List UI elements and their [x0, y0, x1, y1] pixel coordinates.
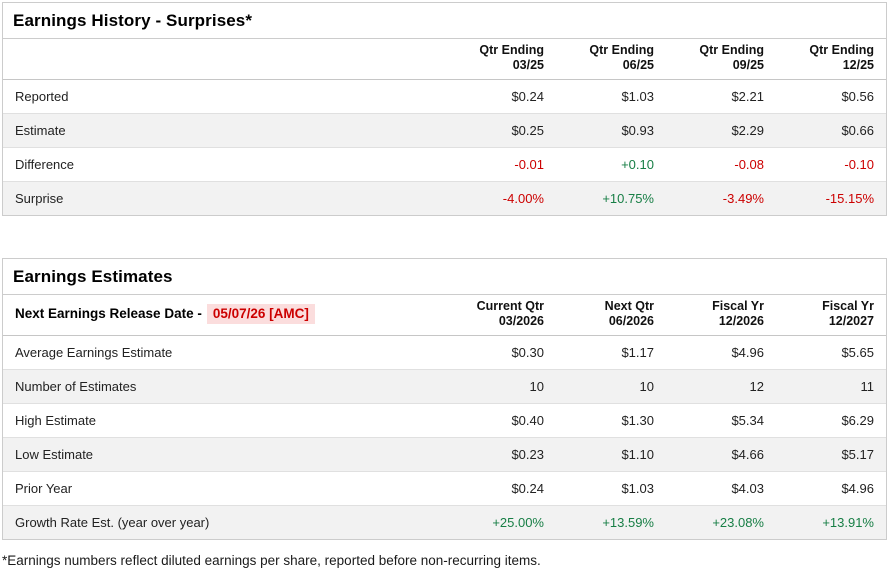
cell-value: $4.03 — [666, 471, 776, 506]
earnings-estimates-title: Earnings Estimates — [3, 259, 886, 295]
cell-value: +0.10 — [556, 147, 666, 182]
cell-value: $4.96 — [776, 471, 886, 506]
cell-value: -0.10 — [776, 147, 886, 182]
column-header-line1: Current Qtr — [476, 299, 544, 313]
cell-value: $1.03 — [556, 79, 666, 114]
earnings-footnote: *Earnings numbers reflect diluted earnin… — [2, 553, 541, 568]
table-row: Low Estimate $0.23 $1.10 $4.66 $5.17 — [3, 437, 886, 472]
column-header-line2: 12/25 — [842, 58, 874, 73]
estimates_table-body: Average Earnings Estimate $0.30 $1.17 $4.96… — [3, 335, 886, 539]
cell-value: +10.75% — [602, 190, 654, 206]
table-row: Number of Estimates 10 10 12 11 — [3, 369, 886, 404]
row-label: Low Estimate — [3, 437, 446, 472]
row-label: Reported — [3, 79, 446, 114]
cell-value: 11 — [776, 369, 886, 404]
earnings-history-title: Earnings History - Surprises* — [3, 3, 886, 39]
table-row: High Estimate $0.40 $1.30 $5.34 $6.29 — [3, 403, 886, 438]
row-label: Prior Year — [3, 471, 446, 506]
column-header-line2: 03/2026 — [498, 314, 544, 329]
cell-value: $5.17 — [776, 437, 886, 472]
column-header-line1: Qtr Ending — [699, 43, 764, 57]
cell-value: $4.66 — [666, 437, 776, 472]
row-label: Difference — [3, 147, 446, 182]
row-label: Average Earnings Estimate — [3, 335, 446, 370]
surprises_table-header-row-el: Qtr Ending 03/25 Qtr Ending 06/25 Qtr Ending… — [3, 39, 886, 80]
column-header-line1: Fiscal Yr — [822, 299, 874, 313]
column-header-line2: 03/25 — [512, 58, 544, 73]
cell-value: $0.25 — [446, 113, 556, 148]
estimates-table: Next Earnings Release Date -05/07/26 [AM… — [3, 295, 886, 539]
earnings-estimates-panel: Earnings Estimates Next Earnings Release… — [2, 258, 887, 540]
column-header: Next Qtr 06/2026 — [556, 295, 666, 336]
column-header: Fiscal Yr 12/2026 — [666, 295, 776, 336]
empty-header-cell — [3, 39, 446, 80]
row-label: Surprise — [15, 190, 64, 206]
table-row: Difference -0.01 +0.10 -0.08 -0.10 — [3, 147, 886, 182]
column-header: Fiscal Yr 12/2027 — [776, 295, 886, 336]
row-label: High Estimate — [3, 403, 446, 438]
cell-value: $0.30 — [446, 335, 556, 370]
cell-value: +13.91% — [822, 514, 874, 530]
cell-value: -3.49% — [722, 190, 764, 206]
cell-value: $5.34 — [666, 403, 776, 438]
cell-value: +13.59% — [602, 514, 654, 530]
table-row: Surprise -4.00% +10.75% -3.49% -15.15% — [3, 181, 886, 215]
cell-value: $0.93 — [556, 113, 666, 148]
cell-value: $0.40 — [446, 403, 556, 438]
release-date-label: Next Earnings Release Date - — [15, 306, 202, 322]
column-header-line1: Next Qtr — [604, 299, 654, 313]
surprises-table: Qtr Ending 03/25 Qtr Ending 06/25 Qtr Ending… — [3, 39, 886, 215]
table-row: Prior Year $0.24 $1.03 $4.03 $4.96 — [3, 471, 886, 506]
row-label: Growth Rate Est. (year over year) — [15, 514, 210, 530]
cell-value: +23.08% — [712, 514, 764, 530]
table-row: Estimate $0.25 $0.93 $2.29 $0.66 — [3, 113, 886, 148]
column-header-line2: 12/2027 — [828, 314, 874, 329]
cell-value: $5.65 — [776, 335, 886, 370]
cell-value: $1.30 — [556, 403, 666, 438]
cell-value: 10 — [556, 369, 666, 404]
table-row: Average Earnings Estimate $0.30 $1.17 $4.96… — [3, 335, 886, 370]
table-row: Growth Rate Est. (year over year) +25.00%… — [3, 505, 886, 539]
cell-value: -4.00% — [502, 190, 544, 206]
cell-value: $0.24 — [446, 471, 556, 506]
column-header: Qtr Ending 12/25 — [776, 39, 886, 80]
surprises_table-body: Reported $0.24 $1.03 $2.21 $0.56 Estimate $0.2… — [3, 79, 886, 215]
next-earnings-release-date: Next Earnings Release Date -05/07/26 [AM… — [3, 295, 446, 336]
column-header-line2: 06/2026 — [608, 314, 654, 329]
cell-value: $0.56 — [776, 79, 886, 114]
row-label: Estimate — [3, 113, 446, 148]
cell-value: -0.01 — [446, 147, 556, 182]
cell-value: $0.24 — [446, 79, 556, 114]
cell-value: 12 — [666, 369, 776, 404]
column-header-line1: Qtr Ending — [479, 43, 544, 57]
cell-value: -15.15% — [825, 190, 874, 206]
release-date-value: 05/07/26 [AMC] — [206, 304, 315, 325]
cell-value: 10 — [446, 369, 556, 404]
column-header-line2: 12/2026 — [718, 314, 764, 329]
column-header: Qtr Ending 03/25 — [446, 39, 556, 80]
column-header-line2: 06/25 — [622, 58, 654, 73]
row-label: Number of Estimates — [3, 369, 446, 404]
table-row: Reported $0.24 $1.03 $2.21 $0.56 — [3, 79, 886, 114]
cell-value: $0.66 — [776, 113, 886, 148]
column-header-line2: 09/25 — [732, 58, 764, 73]
cell-value: $2.21 — [666, 79, 776, 114]
cell-value: $1.10 — [556, 437, 666, 472]
cell-value: $4.96 — [666, 335, 776, 370]
cell-value: $1.03 — [556, 471, 666, 506]
earnings-history-panel: Earnings History - Surprises* Qtr Ending… — [2, 2, 887, 216]
column-header: Qtr Ending 09/25 — [666, 39, 776, 80]
column-header-line1: Qtr Ending — [589, 43, 654, 57]
column-header: Current Qtr 03/2026 — [446, 295, 556, 336]
column-header-line1: Qtr Ending — [809, 43, 874, 57]
cell-value: $2.29 — [666, 113, 776, 148]
cell-value: $1.17 — [556, 335, 666, 370]
column-header-line1: Fiscal Yr — [712, 299, 764, 313]
cell-value: $0.23 — [446, 437, 556, 472]
cell-value: $6.29 — [776, 403, 886, 438]
cell-value: -0.08 — [666, 147, 776, 182]
column-header: Qtr Ending 06/25 — [556, 39, 666, 80]
estimates_table-header-row-el: Next Earnings Release Date -05/07/26 [AM… — [3, 295, 886, 336]
cell-value: +25.00% — [492, 514, 544, 530]
